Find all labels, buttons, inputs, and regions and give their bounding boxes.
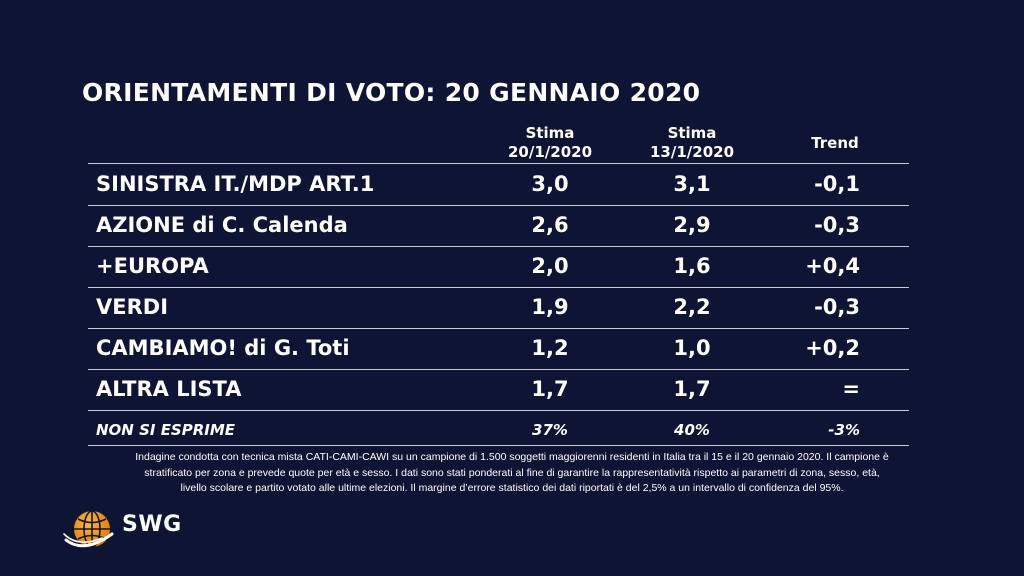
table-divider <box>88 328 909 329</box>
methodology-note-line: Indagine condotta con tecnica mista CATI… <box>135 451 889 463</box>
methodology-note-line: livello scolare e partito votato alle ul… <box>180 482 844 494</box>
methodology-note: Indagine condotta con tecnica mista CATI… <box>70 450 954 497</box>
brand-name: SWG <box>122 512 182 537</box>
estimate-20-jan: 1,9 <box>531 295 569 319</box>
table-divider <box>88 205 909 206</box>
table-divider <box>88 369 909 370</box>
column-header-trend: Trend <box>811 134 859 152</box>
estimate-20-jan: 37% <box>532 421 568 439</box>
column-header-line: Stima <box>525 124 575 142</box>
table-row: AZIONE di C. Calenda 2,6 2,9 -0,3 <box>88 206 909 247</box>
table-row: +EUROPA 2,0 1,6 +0,4 <box>88 247 909 288</box>
estimate-13-jan: 1,0 <box>673 336 711 360</box>
estimate-20-jan: 2,0 <box>531 254 569 278</box>
column-header-line: Stima <box>667 124 717 142</box>
estimate-13-jan: 1,6 <box>673 254 711 278</box>
party-name: AZIONE di C. Calenda <box>96 213 348 237</box>
estimate-20-jan: 1,7 <box>531 377 569 401</box>
table-row: ALTRA LISTA 1,7 1,7 = <box>88 370 909 411</box>
trend-value: +0,2 <box>805 336 860 360</box>
party-name: ALTRA LISTA <box>96 377 242 401</box>
trend-value: -0,3 <box>814 213 860 237</box>
estimate-20-jan: 1,2 <box>531 336 569 360</box>
page-title: ORIENTAMENTI DI VOTO: 20 GENNAIO 2020 <box>82 78 701 107</box>
trend-value: +0,4 <box>805 254 860 278</box>
estimate-13-jan: 40% <box>674 421 710 439</box>
party-name: +EUROPA <box>96 254 209 278</box>
column-header-estimate-13-jan: Stima 13/1/2020 <box>632 124 752 162</box>
estimate-13-jan: 3,1 <box>673 172 711 196</box>
party-name: VERDI <box>96 295 169 319</box>
table-divider <box>88 246 909 247</box>
table-row: VERDI 1,9 2,2 -0,3 <box>88 288 909 329</box>
no-opinion-label: NON SI ESPRIME <box>96 421 236 439</box>
table-divider <box>88 445 909 446</box>
column-header-date: 13/1/2020 <box>649 143 735 161</box>
column-header-estimate-20-jan: Stima 20/1/2020 <box>490 124 610 162</box>
party-name: CAMBIAMO! di G. Toti <box>96 336 350 360</box>
trend-value: = <box>842 377 860 401</box>
estimate-13-jan: 2,2 <box>673 295 711 319</box>
estimate-20-jan: 3,0 <box>531 172 569 196</box>
table-row: SINISTRA IT./MDP ART.1 3,0 3,1 -0,1 <box>88 165 909 206</box>
table-row-no-opinion: NON SI ESPRIME 37% 40% -3% <box>88 411 909 444</box>
estimate-13-jan: 1,7 <box>673 377 711 401</box>
swg-globe-logo-icon <box>63 510 114 548</box>
table-divider <box>88 410 909 411</box>
table-row: CAMBIAMO! di G. Toti 1,2 1,0 +0,2 <box>88 329 909 370</box>
methodology-note-line: stratificato per zona e prevede quote pe… <box>144 466 880 479</box>
estimate-13-jan: 2,9 <box>673 213 711 237</box>
estimate-20-jan: 2,6 <box>531 213 569 237</box>
table-divider <box>88 163 909 164</box>
table-divider <box>88 287 909 288</box>
trend-value: -0,3 <box>814 295 860 319</box>
column-header-date: 20/1/2020 <box>507 143 593 161</box>
trend-value: -3% <box>828 421 860 439</box>
trend-value: -0,1 <box>814 172 860 196</box>
party-name: SINISTRA IT./MDP ART.1 <box>96 172 375 196</box>
